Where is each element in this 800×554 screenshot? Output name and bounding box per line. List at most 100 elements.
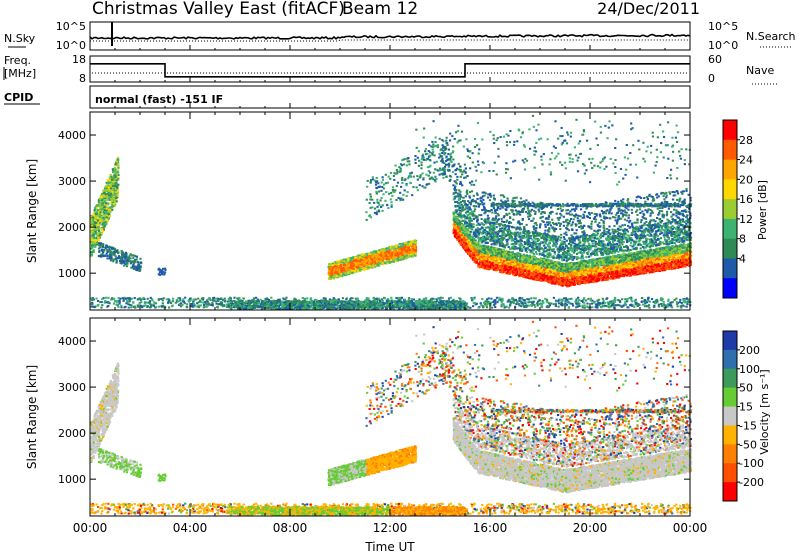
power-cell (528, 305, 530, 307)
power-cell (110, 185, 112, 187)
power-cell (116, 300, 118, 302)
sky-left-tick-top: 10^5 (56, 20, 86, 33)
power-cell (508, 307, 510, 309)
power-cell (112, 170, 114, 172)
power-cell (115, 197, 117, 199)
power-cell (548, 302, 550, 304)
power-cell (101, 196, 103, 198)
power-cell (413, 298, 415, 300)
power-cell (115, 163, 117, 165)
power-cell (139, 303, 141, 305)
power-cell (501, 301, 503, 303)
power-cell (504, 307, 506, 309)
power-cell (133, 255, 135, 257)
power-cell (91, 223, 93, 225)
power-cell (96, 243, 98, 245)
power-cell (115, 182, 117, 184)
power-cell (116, 250, 118, 252)
power-cell (116, 260, 118, 262)
power-cell (112, 182, 114, 184)
power-cell (198, 301, 200, 303)
freq-right-tick-bottom: 0 (708, 72, 715, 85)
power-cell (116, 194, 118, 196)
power-cell (105, 244, 107, 246)
power-cell (179, 300, 181, 302)
freq-left-tick-top: 18 (72, 53, 86, 66)
power-cell (104, 196, 106, 198)
power-cell (115, 186, 117, 188)
power-cell (97, 226, 99, 228)
power-cell (94, 207, 96, 209)
power-cell (111, 253, 113, 255)
power-cell (97, 224, 99, 226)
power-cell (515, 303, 517, 305)
power-cell (114, 251, 116, 253)
power-cell (496, 297, 498, 299)
power-cell (128, 258, 130, 260)
power-cell (108, 194, 110, 196)
power-cell (679, 301, 681, 303)
power-cell (93, 237, 95, 239)
power-cell (107, 179, 109, 181)
power-cell (99, 201, 101, 203)
search-noise-trace (90, 40, 690, 41)
power-cell (101, 250, 103, 252)
power-cell (676, 303, 678, 305)
power-cell (667, 300, 669, 302)
power-cell (611, 300, 613, 302)
freq-label-line1: Freq. (4, 54, 31, 67)
power-cell (121, 250, 123, 252)
power-cell (104, 247, 106, 249)
power-cell (140, 261, 142, 263)
power-cell (166, 298, 168, 300)
power-cell (101, 208, 103, 210)
power-cell (100, 307, 102, 309)
power-cell (111, 206, 113, 208)
power-cell (138, 270, 140, 272)
power-cell (130, 261, 132, 263)
power-cell (109, 199, 111, 201)
power-cell (105, 216, 107, 218)
power-cell (163, 273, 165, 275)
power-cell (95, 213, 97, 215)
power-cell (172, 298, 174, 300)
power-cell (101, 255, 103, 257)
sky-left-label: N.Sky (4, 32, 36, 45)
power-cell (255, 297, 257, 299)
freq-panel: Freq. [MHz] 18 8 60 0 Nave (4, 53, 778, 85)
power-cell (132, 265, 134, 267)
power-cell (113, 177, 115, 179)
power-cell (102, 253, 104, 255)
power-cell (120, 257, 122, 259)
sky-noise-trace (90, 35, 690, 40)
cpid-label: CPID (4, 91, 33, 104)
power-cell (109, 252, 111, 254)
power-cell (411, 298, 413, 300)
power-cell (99, 198, 101, 200)
power-cell (107, 182, 109, 184)
power-cell (603, 300, 605, 302)
power-cell (137, 264, 139, 266)
freq-left-tick-bottom: 8 (79, 72, 86, 85)
power-cell (100, 242, 102, 244)
power-cell (109, 203, 111, 205)
power-cell (101, 304, 103, 306)
power-cell (553, 303, 555, 305)
power-cell (117, 178, 119, 180)
power-cell (425, 297, 427, 299)
power-cell (481, 298, 483, 300)
power-cell (558, 302, 560, 304)
power-cell (283, 298, 285, 300)
power-cell (575, 303, 577, 305)
power-cell (631, 300, 633, 302)
power-cell (112, 168, 114, 170)
power-cell (480, 302, 482, 304)
power-cell (660, 303, 662, 305)
power-cell (366, 297, 368, 299)
power-cell (101, 221, 103, 223)
power-cell (108, 213, 110, 215)
power-cell (113, 175, 115, 177)
figure-title: Christmas Valley East (fitACF) (92, 0, 345, 19)
power-cell (107, 220, 109, 222)
power-cell (477, 307, 479, 309)
